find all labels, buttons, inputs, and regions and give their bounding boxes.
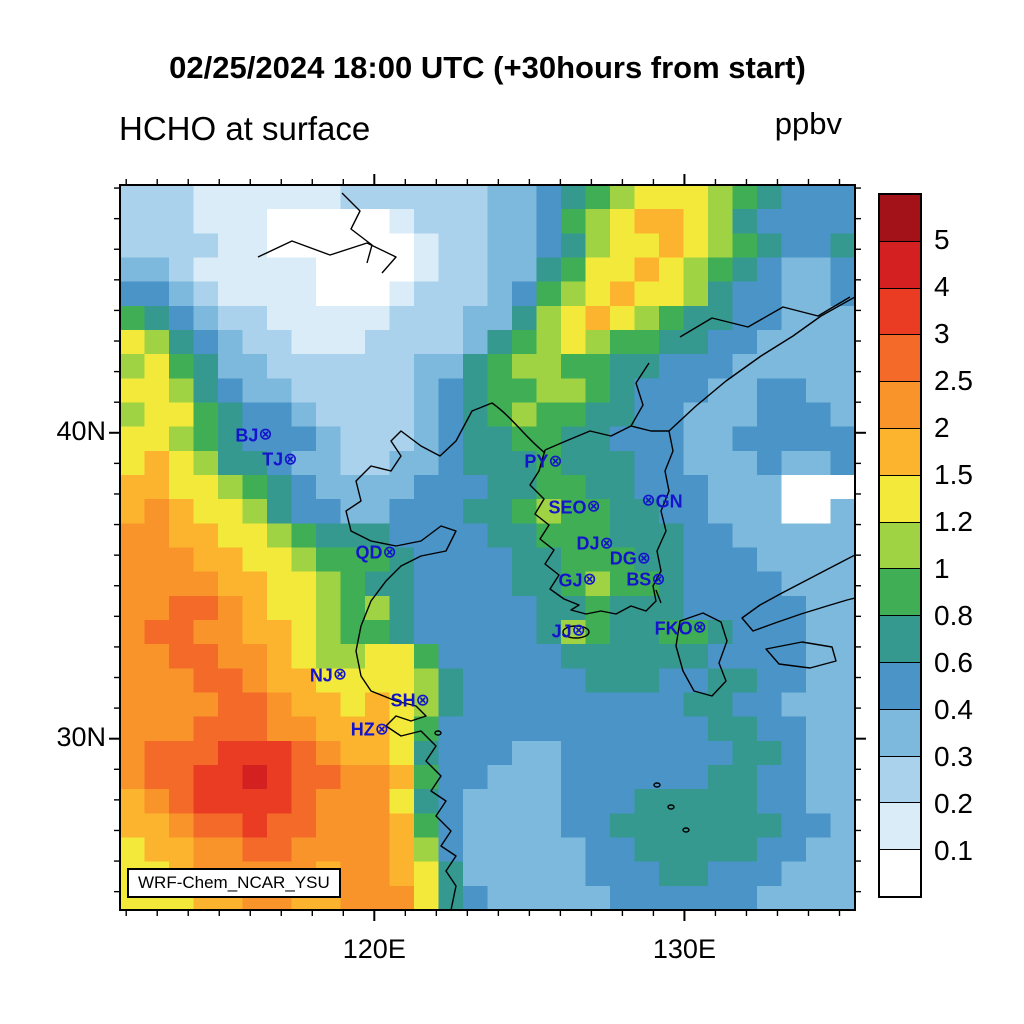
colorbar-tick-label: 3 [934,318,950,349]
colorbar-segment [880,569,920,617]
colorbar-tick-label: 0.8 [934,600,973,631]
colorbar-segment [880,382,920,429]
colorbar-tick-label: 0.1 [934,835,973,866]
concentration-field [120,185,855,910]
coastline-korea [529,430,674,615]
colorbar-tick-label: 1.5 [934,459,973,490]
island-small-2 [667,804,675,810]
map-frame [119,184,856,911]
colorbar-tick-label: 0.2 [934,788,973,819]
colorbar-tick-label: 1 [934,553,950,584]
river-2 [341,192,373,264]
model-label: WRF-Chem_NCAR_YSU [138,873,330,892]
colorbar-tick-label: 2 [934,412,950,443]
colorbar-segment [880,662,920,710]
coastline-primorye [668,296,855,432]
units-label: ppbv [774,106,842,141]
island-tsushima [655,589,662,604]
colorbar-segment [880,241,920,289]
lon-label-130E: 130E [652,934,716,964]
coastline-china [345,402,546,910]
colorbar-segment [880,616,920,663]
colorbar-segment [880,475,920,523]
lat-label-30N: 30N [56,721,106,752]
colorbar-segment [880,288,920,336]
coastline-shikoku [765,641,837,669]
colorbar-segment [880,335,920,383]
lon-label-120E: 120E [342,934,406,964]
colorbar [878,193,922,898]
coastline-honshu [741,554,855,632]
river-1 [257,240,397,274]
island-zhoushan [434,730,442,736]
colorbar-tick-label: 2.5 [934,365,973,396]
coastline-kyushu [675,612,728,697]
colorbar-segment [880,756,920,804]
colorbar-tick-label: 1.2 [934,506,973,537]
border-amur [679,296,851,338]
colorbar-tick-label: 4 [934,271,950,302]
figure-title: 02/25/2024 18:00 UTC (+30hours from star… [169,50,806,85]
border-korea-north [544,425,669,451]
colorbar-tick-label: 0.4 [934,694,973,725]
island-jeju [562,625,590,639]
variable-title: HCHO at surface [119,110,371,147]
border-nk-china [630,362,650,427]
colorbar-segment [880,195,920,242]
colorbar-tick-label: 0.3 [934,741,973,772]
island-small-3 [682,827,690,833]
island-small-1 [653,782,661,788]
colorbar-tick-label: 0.6 [934,647,973,678]
colorbar-segment [880,803,920,851]
colorbar-segment [880,850,920,896]
colorbar-segment [880,522,920,570]
coastlines [257,192,855,910]
map-plot [109,174,866,921]
lat-label-40N: 40N [56,415,106,446]
colorbar-segment [880,709,920,757]
colorbar-tick-label: 5 [934,224,950,255]
model-label-box: WRF-Chem_NCAR_YSU [127,868,341,898]
colorbar-segment [880,428,920,476]
